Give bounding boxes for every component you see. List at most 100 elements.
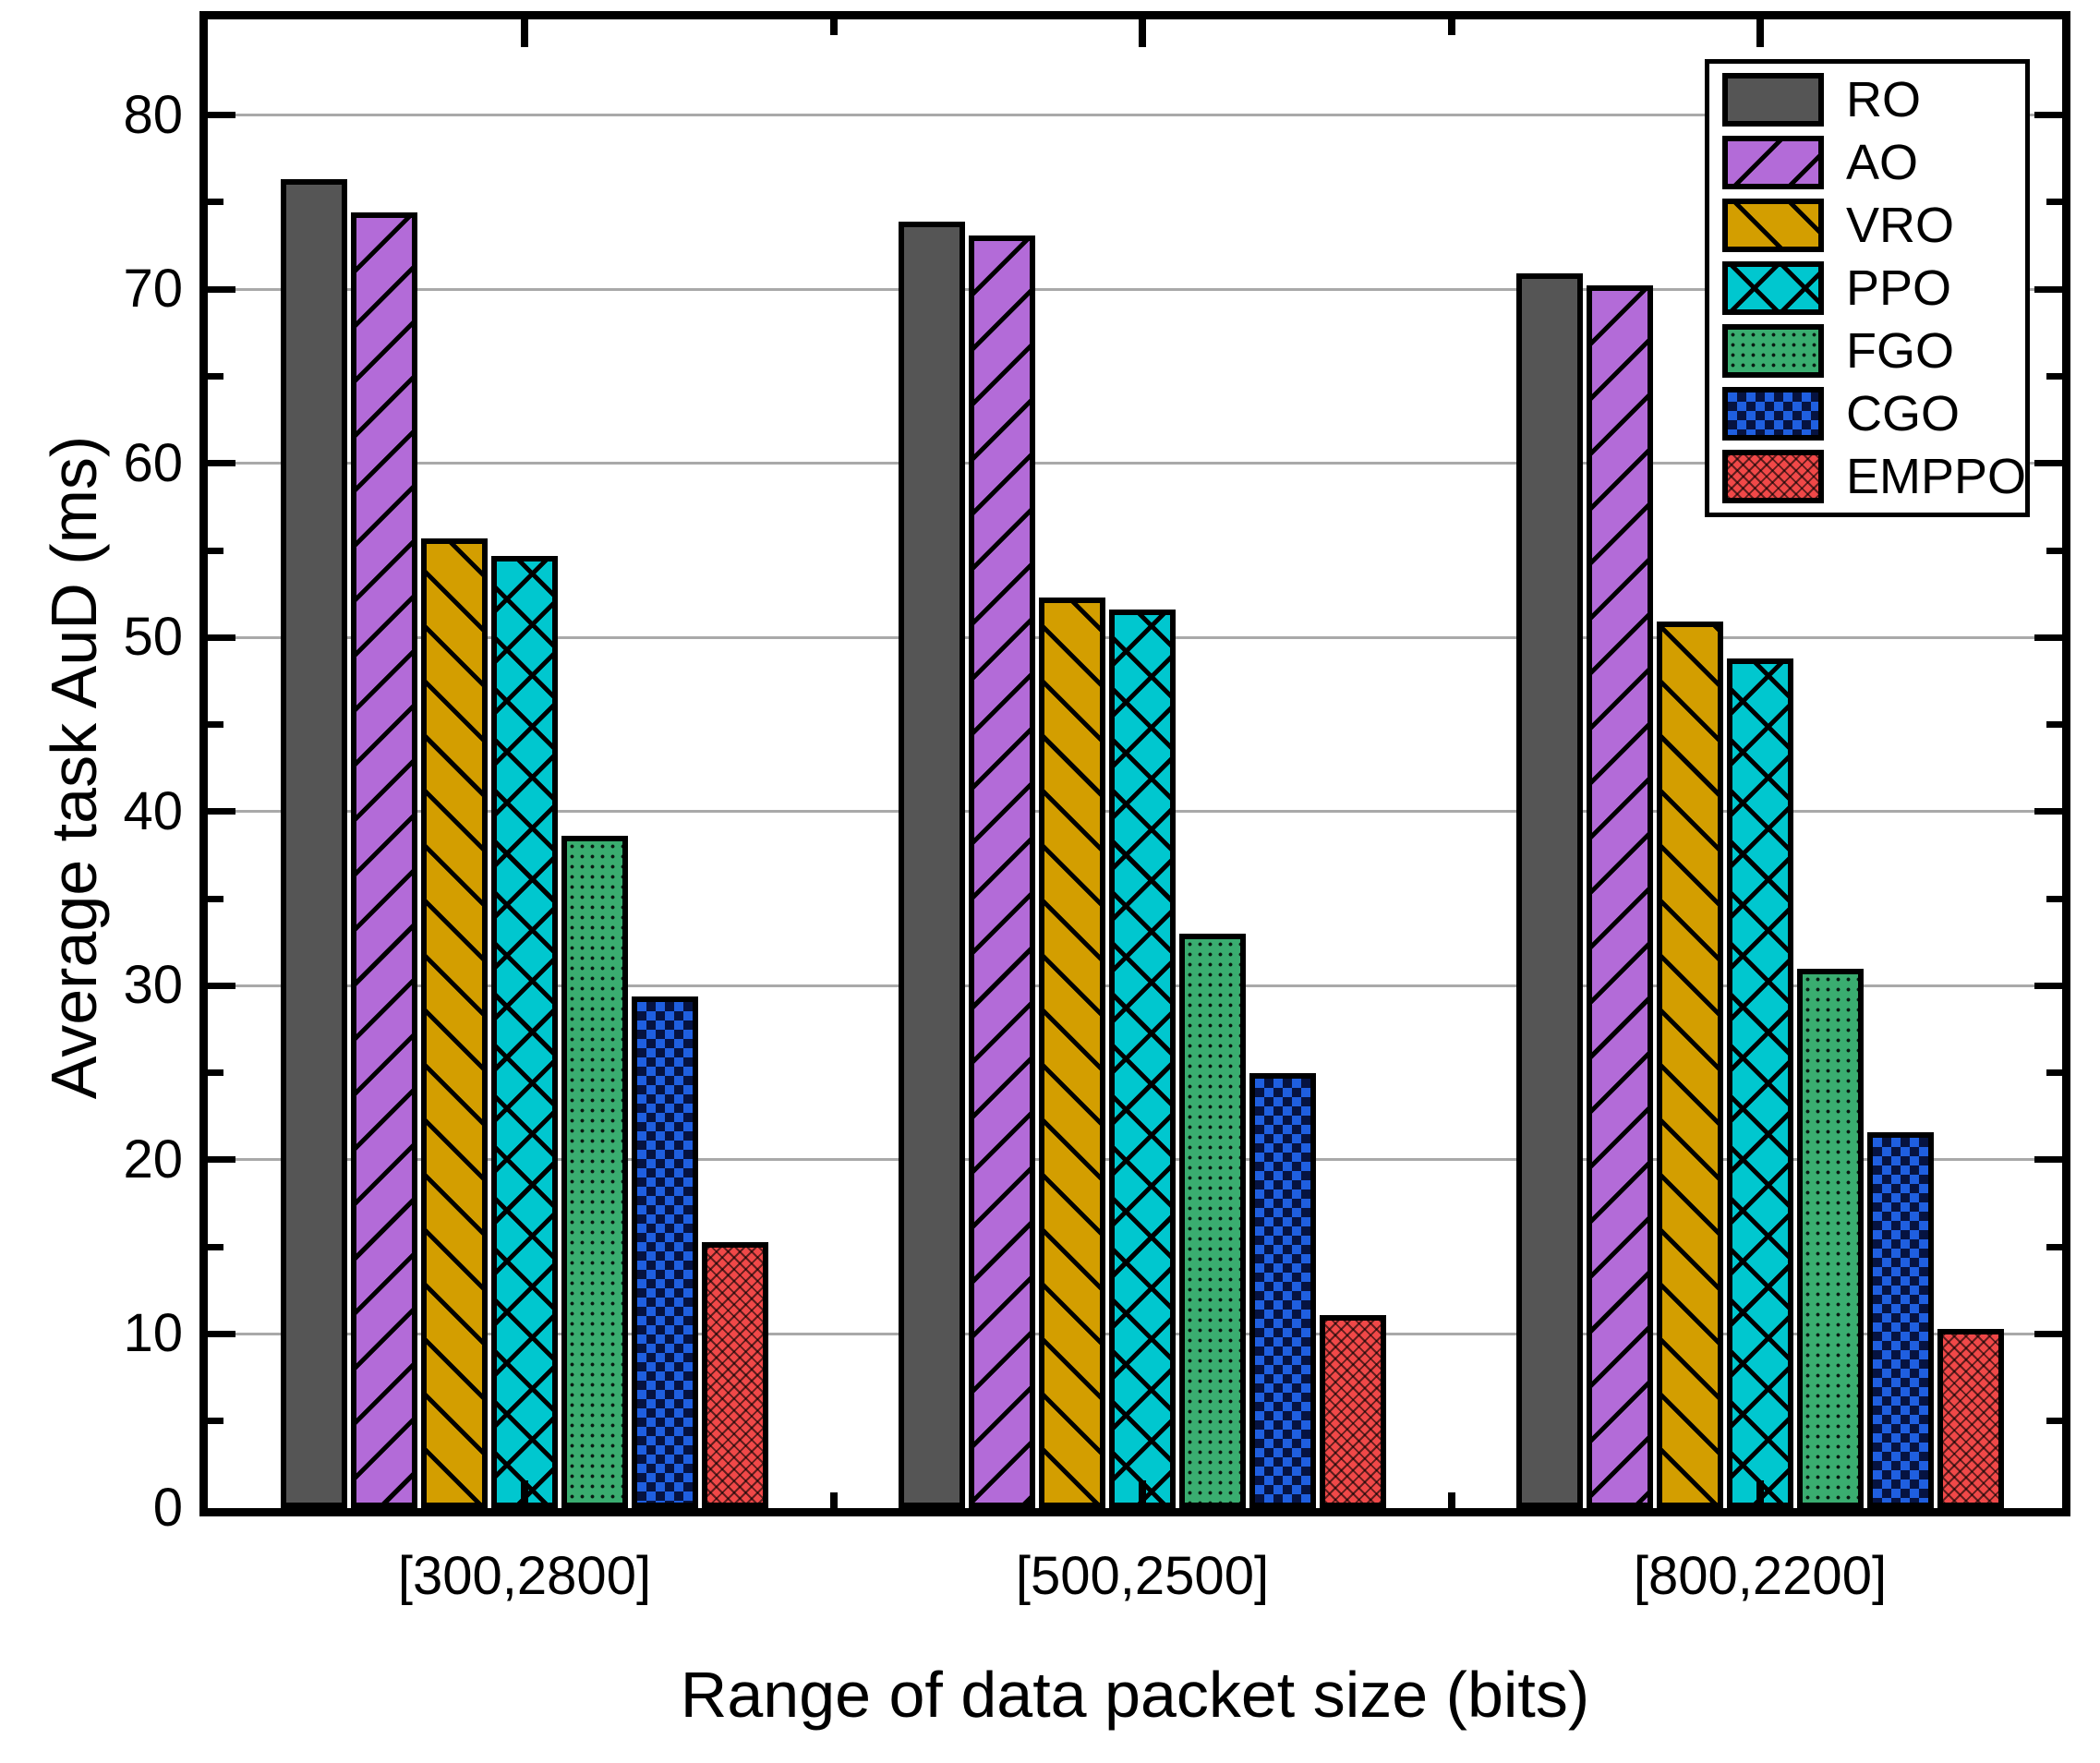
y-tick-right-65 xyxy=(2046,373,2062,380)
x-tick-top-boundary-0 xyxy=(829,19,838,35)
y-tick-left-55 xyxy=(208,547,223,554)
bar-AO-[800,2200] xyxy=(1587,285,1653,1508)
y-tick-right-60 xyxy=(2034,460,2062,467)
y-tick-right-15 xyxy=(2046,1243,2062,1250)
legend-item-CGO: CGO xyxy=(1722,387,2025,441)
y-tick-right-75 xyxy=(2046,199,2062,206)
y-tick-left-35 xyxy=(208,895,223,902)
y-tick-right-20 xyxy=(2034,1156,2062,1164)
x-tick-bottom-boundary-0 xyxy=(829,1492,838,1508)
x-tick-top-center-2 xyxy=(1756,19,1764,47)
bar-FGO-[800,2200] xyxy=(1797,968,1864,1508)
bar-AO-[300,2800] xyxy=(351,212,417,1508)
y-tick-label-40: 40 xyxy=(123,780,183,841)
legend-swatch-PPO xyxy=(1722,261,1824,315)
bar-FGO-[300,2800] xyxy=(561,836,628,1508)
y-tick-left-80 xyxy=(208,112,235,119)
bar-RO-[800,2200] xyxy=(1516,273,1583,1508)
bar-EMPPO-[500,2500] xyxy=(1320,1314,1386,1508)
x-tick-label-0: [300,2800] xyxy=(397,1546,652,1606)
gridline-y-60 xyxy=(208,462,2062,465)
y-tick-left-65 xyxy=(208,373,223,380)
y-tick-right-30 xyxy=(2034,982,2062,989)
y-tick-right-80 xyxy=(2034,112,2062,119)
y-tick-right-45 xyxy=(2046,721,2062,729)
x-tick-bottom-center-0 xyxy=(521,1480,528,1508)
legend-label-FGO: FGO xyxy=(1846,323,1954,379)
bar-PPO-[500,2500] xyxy=(1109,610,1176,1508)
y-tick-left-25 xyxy=(208,1069,223,1077)
legend-label-PPO: PPO xyxy=(1846,260,1952,316)
y-tick-left-20 xyxy=(208,1156,235,1164)
legend: RO AO VRO PPO FGO CGO EMPPO xyxy=(1705,59,2030,517)
bar-RO-[500,2500] xyxy=(899,221,965,1508)
bar-VRO-[500,2500] xyxy=(1039,597,1105,1508)
legend-item-PPO: PPO xyxy=(1722,261,2025,315)
y-tick-left-10 xyxy=(208,1330,235,1337)
legend-label-CGO: CGO xyxy=(1846,386,1961,441)
legend-swatch-AO xyxy=(1722,136,1824,189)
y-tick-right-35 xyxy=(2046,895,2062,902)
y-tick-label-80: 80 xyxy=(123,84,183,145)
legend-item-RO: RO xyxy=(1722,73,2025,127)
y-tick-left-5 xyxy=(208,1418,223,1425)
y-tick-right-70 xyxy=(2034,285,2062,293)
y-tick-label-60: 60 xyxy=(123,432,183,493)
x-axis-title: Range of data packet size (bits) xyxy=(680,1659,1590,1731)
legend-item-VRO: VRO xyxy=(1722,199,2025,252)
bar-EMPPO-[300,2800] xyxy=(702,1241,768,1508)
gridline-y-70 xyxy=(208,287,2062,291)
x-tick-top-boundary-1 xyxy=(1447,19,1455,35)
bar-VRO-[800,2200] xyxy=(1657,622,1723,1508)
y-tick-right-25 xyxy=(2046,1069,2062,1077)
x-tick-bottom-center-2 xyxy=(1756,1480,1764,1508)
x-tick-top-center-0 xyxy=(521,19,528,47)
y-tick-left-70 xyxy=(208,285,235,293)
y-tick-label-0: 0 xyxy=(152,1478,183,1538)
legend-label-RO: RO xyxy=(1846,72,1921,127)
legend-label-VRO: VRO xyxy=(1846,198,1955,253)
bar-FGO-[500,2500] xyxy=(1179,933,1246,1508)
legend-item-EMPPO: EMPPO xyxy=(1722,449,2027,504)
legend-item-AO: AO xyxy=(1722,136,2025,189)
y-tick-left-75 xyxy=(208,199,223,206)
x-tick-bottom-boundary-1 xyxy=(1447,1492,1455,1508)
bar-EMPPO-[800,2200] xyxy=(1937,1328,2004,1508)
legend-swatch-CGO xyxy=(1722,387,1824,441)
gridline-y-80 xyxy=(208,114,2062,117)
legend-label-AO: AO xyxy=(1846,135,1919,190)
legend-swatch-EMPPO xyxy=(1722,450,1824,503)
bar-VRO-[300,2800] xyxy=(421,537,488,1508)
y-tick-right-40 xyxy=(2034,808,2062,815)
legend-label-EMPPO: EMPPO xyxy=(1846,449,2027,504)
y-tick-left-30 xyxy=(208,982,235,989)
y-tick-right-55 xyxy=(2046,547,2062,554)
bar-RO-[300,2800] xyxy=(281,179,347,1508)
y-tick-left-15 xyxy=(208,1243,223,1250)
y-tick-label-20: 20 xyxy=(123,1129,183,1189)
y-tick-right-50 xyxy=(2034,634,2062,641)
x-tick-bottom-center-1 xyxy=(1139,1480,1146,1508)
y-tick-left-40 xyxy=(208,808,235,815)
legend-swatch-RO xyxy=(1722,73,1824,127)
y-tick-label-10: 10 xyxy=(123,1303,183,1364)
y-tick-left-45 xyxy=(208,721,223,729)
y-tick-label-50: 50 xyxy=(123,607,183,668)
y-tick-right-10 xyxy=(2034,1330,2062,1337)
x-tick-label-2: [800,2200] xyxy=(1633,1546,1888,1606)
legend-swatch-VRO xyxy=(1722,199,1824,252)
bar-CGO-[500,2500] xyxy=(1249,1072,1316,1508)
bar-PPO-[300,2800] xyxy=(491,555,558,1508)
y-tick-right-5 xyxy=(2046,1418,2062,1425)
plot-area: RO AO VRO PPO FGO CGO EMPPO xyxy=(199,11,2070,1516)
legend-swatch-FGO xyxy=(1722,324,1824,378)
bar-CGO-[300,2800] xyxy=(632,996,698,1508)
y-tick-label-70: 70 xyxy=(123,259,183,320)
bar-AO-[500,2500] xyxy=(969,235,1035,1508)
y-tick-left-50 xyxy=(208,634,235,641)
y-tick-label-30: 30 xyxy=(123,955,183,1016)
x-tick-top-center-1 xyxy=(1139,19,1146,47)
bar-CGO-[800,2200] xyxy=(1867,1131,1934,1508)
legend-item-FGO: FGO xyxy=(1722,324,2025,378)
